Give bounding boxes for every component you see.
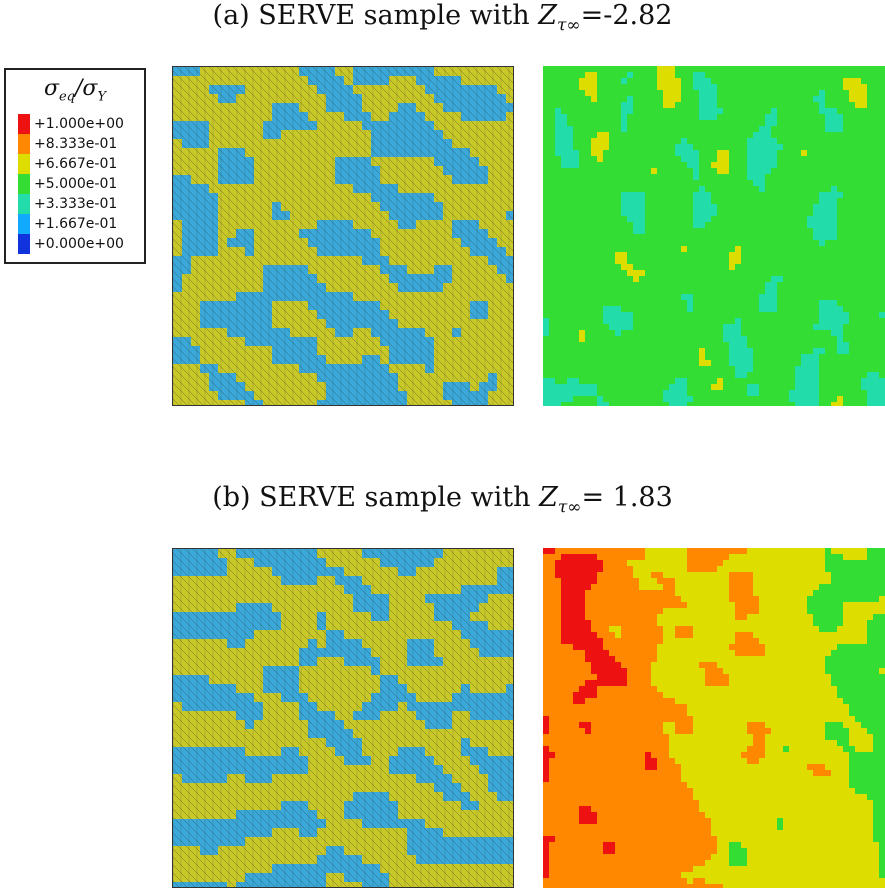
legend-title: σeq/σY [43,76,107,105]
legend-swatch [18,174,30,194]
legend-swatch [18,154,30,174]
legend-row: +5.000e-01 [18,174,117,194]
legend-swatch [18,214,30,234]
mesh-panel-b [172,548,514,888]
legend-row: +8.333e-01 [18,134,117,154]
mesh-image-b [173,549,513,887]
legend-swatch [18,234,30,254]
legend-row: +1.000e+00 [18,114,124,134]
stress-panel-b [543,548,885,888]
stress-legend: σeq/σY +1.000e+00 +8.333e-01 +6.667e-01 … [4,68,146,264]
legend-swatch [18,194,30,214]
mesh-image-a [173,67,513,405]
legend-row: +6.667e-01 [18,154,117,174]
mesh-panel-a [172,66,514,406]
stress-contour-b [543,548,885,888]
caption-b: (b) SERVE sample with Zτ∞= 1.83 [212,482,673,518]
legend-swatch [18,134,30,154]
legend-row: +1.667e-01 [18,214,117,234]
caption-a: (a) SERVE sample with Zτ∞=-2.82 [212,0,673,36]
stress-panel-a [543,66,885,406]
legend-row: +3.333e-01 [18,194,117,214]
stress-contour-a [543,66,885,406]
legend-row: +0.000e+00 [18,234,124,254]
legend-swatch [18,114,30,134]
